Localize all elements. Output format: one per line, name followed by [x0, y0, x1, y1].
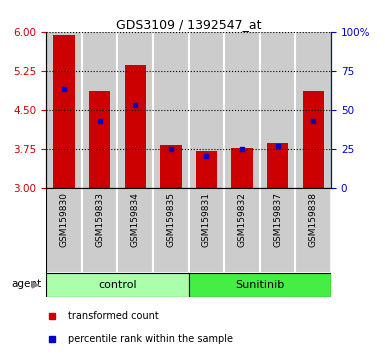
Bar: [117, 32, 153, 188]
Title: GDS3109 / 1392547_at: GDS3109 / 1392547_at: [116, 18, 261, 31]
Text: GSM159835: GSM159835: [166, 192, 175, 247]
FancyBboxPatch shape: [296, 188, 331, 273]
Bar: [82, 32, 117, 188]
FancyBboxPatch shape: [189, 188, 224, 273]
Bar: [224, 32, 260, 188]
Bar: [189, 32, 224, 188]
Bar: [267, 143, 288, 188]
Text: GSM159837: GSM159837: [273, 192, 282, 247]
Text: GSM159838: GSM159838: [309, 192, 318, 247]
Text: percentile rank within the sample: percentile rank within the sample: [68, 334, 233, 344]
Text: Sunitinib: Sunitinib: [235, 280, 285, 290]
Bar: [303, 91, 324, 188]
FancyBboxPatch shape: [46, 273, 189, 297]
Text: agent: agent: [12, 279, 42, 289]
FancyBboxPatch shape: [224, 188, 260, 273]
Text: GSM159831: GSM159831: [202, 192, 211, 247]
Bar: [160, 145, 182, 188]
Bar: [53, 35, 75, 188]
FancyBboxPatch shape: [189, 273, 331, 297]
Bar: [125, 64, 146, 188]
Text: GSM159832: GSM159832: [238, 192, 246, 247]
FancyBboxPatch shape: [153, 188, 189, 273]
Bar: [46, 32, 82, 188]
Bar: [153, 32, 189, 188]
Text: GSM159833: GSM159833: [95, 192, 104, 247]
FancyBboxPatch shape: [82, 188, 117, 273]
FancyBboxPatch shape: [117, 188, 153, 273]
Bar: [89, 91, 110, 188]
Text: GSM159834: GSM159834: [131, 192, 140, 247]
Bar: [260, 32, 296, 188]
Bar: [231, 148, 253, 188]
FancyBboxPatch shape: [260, 188, 296, 273]
Bar: [296, 32, 331, 188]
Text: transformed count: transformed count: [68, 311, 159, 321]
Text: GSM159830: GSM159830: [60, 192, 69, 247]
Bar: [196, 151, 217, 188]
Text: control: control: [98, 280, 137, 290]
FancyBboxPatch shape: [46, 188, 82, 273]
